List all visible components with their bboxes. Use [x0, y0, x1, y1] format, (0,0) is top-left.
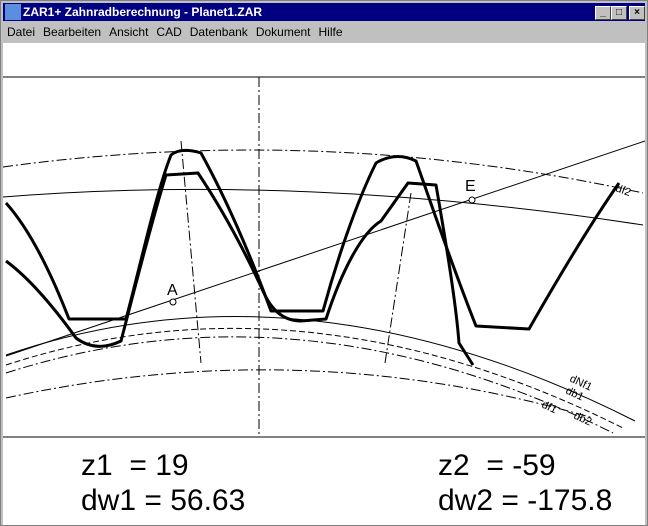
minimize-button[interactable]: _ [595, 6, 611, 20]
construction-lines [2, 77, 646, 437]
point-label: A [167, 282, 178, 299]
result-text: dw1 = 56.63 [81, 484, 245, 517]
menu-item[interactable]: Dokument [255, 25, 311, 39]
point-label: E [465, 178, 476, 195]
menu-item[interactable]: CAD [156, 25, 182, 39]
title-bar: ZAR1+ Zahnradberechnung - Planet1.ZAR _ … [3, 3, 645, 21]
menu-item[interactable]: Datei [7, 25, 36, 39]
circle-label: df2 [614, 183, 632, 200]
circle-label: df1 [540, 399, 559, 416]
result-text: z2 = -59 [438, 449, 556, 482]
menu-item[interactable]: Hilfe [318, 25, 343, 39]
maximize-button[interactable]: □ [611, 6, 627, 20]
menu-item[interactable]: Ansicht [109, 25, 149, 39]
menu-bar: Datei Bearbeiten Ansicht CAD Datenbank Dokume… [3, 23, 645, 42]
close-button[interactable]: × [629, 6, 645, 20]
app-icon [5, 4, 21, 20]
tooth-profiles [4, 148, 621, 366]
window-title: ZAR1+ Zahnradberechnung - Planet1.ZAR [23, 5, 263, 19]
result-text: dw2 = -175.8 [438, 484, 612, 517]
circle-label: db2 [572, 410, 594, 429]
menu-item[interactable]: Bearbeiten [43, 25, 102, 39]
menu-item[interactable]: Datenbank [189, 25, 248, 39]
result-text: z1 = 19 [81, 449, 189, 482]
